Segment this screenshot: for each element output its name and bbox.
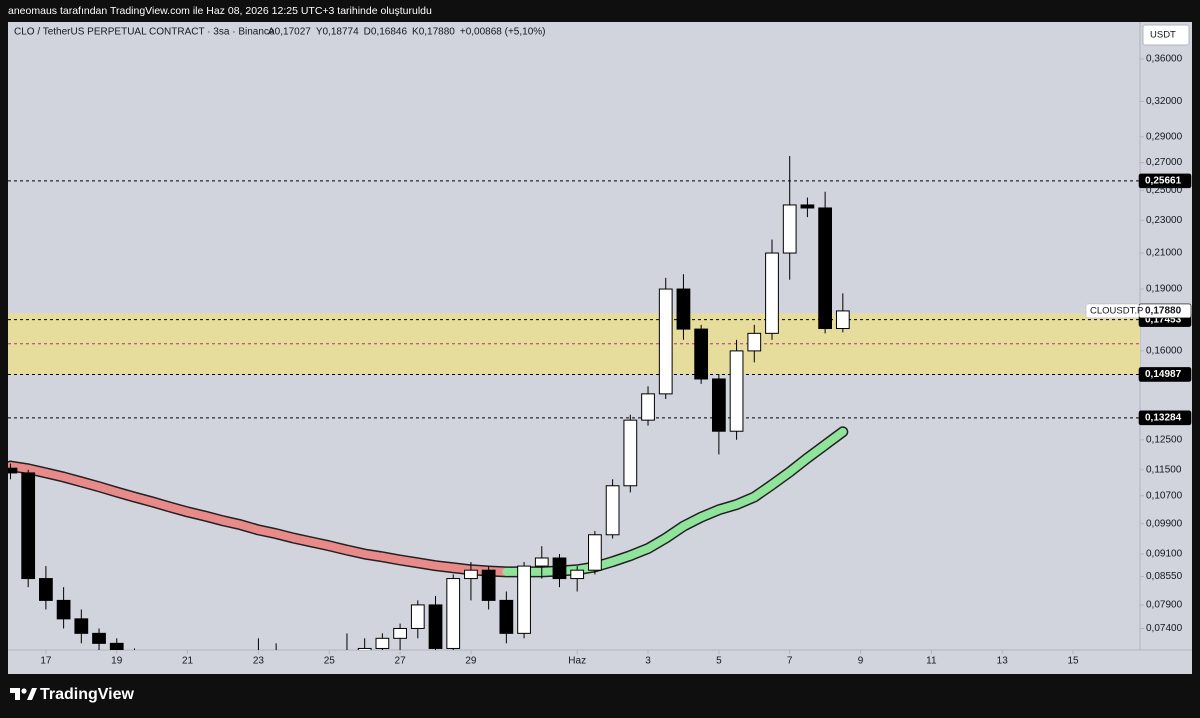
candle-body [92,632,106,644]
candle-body [729,350,744,432]
watermark: aneomaus tarafından TradingView.com ile … [8,5,432,17]
candle-body [499,599,514,634]
candle-body [641,393,655,421]
candle-body [552,557,567,580]
candle-body [39,578,53,601]
x-tick-label: 11 [926,656,937,667]
y-tick-label: 0,08550 [1146,571,1183,582]
candle-body [109,642,124,650]
ohlc-readout: D0,16846 [364,27,408,38]
currency-box[interactable] [1142,24,1190,46]
candle-body [21,472,36,580]
y-tick-label: 0,16000 [1146,346,1183,357]
ohlc-readout: A0,17027 [268,27,311,38]
ohlc-readout: +0,00868 (+5,10%) [460,27,546,38]
symbol-label-box [1085,303,1140,319]
y-tick-label: 0,10700 [1146,490,1183,501]
x-tick-label: 3 [645,656,651,667]
y-tick-label: 0,09900 [1146,518,1183,529]
candle-body [8,467,18,474]
overlay: 0,25661 0,17453 0,14987 0,13284 0,17880CLOUS… [1085,173,1192,426]
ohlc-readout: Y0,18774 [316,27,359,38]
price-label-box [1138,173,1192,189]
y-tick-label: 0,23000 [1146,215,1183,226]
y-tick-label: 0,27000 [1146,157,1183,168]
x-tick-label: 9 [858,656,864,667]
ohlc-readout: K0,17880 [412,27,455,38]
y-tick-label: 0,19000 [1146,284,1183,295]
x-tick-label: 13 [997,656,1009,667]
candle-body [534,557,549,567]
price-label: 0,13284 [1145,413,1182,424]
candle-body [676,288,691,330]
candle-body [782,204,797,254]
candle-body [800,204,815,209]
candle-body [56,599,71,620]
candle-body [818,207,832,330]
brand-logo [10,688,37,700]
x-tick-label: 27 [395,656,407,667]
symbol-title: CLO / TetherUS PERPETUAL CONTRACT · 3sa … [14,27,275,38]
price-label: 0,17453 [1145,314,1182,325]
y-tick-label: 0,36000 [1146,54,1183,65]
y-tick-label: 0,21000 [1146,248,1183,259]
candle-body [658,288,673,395]
x-tick-label: 5 [716,656,722,667]
x-tick-label: Haz [568,656,586,667]
candle-body [464,569,478,580]
price-label: 0,25661 [1145,176,1182,187]
y-tick-label: 0,32000 [1146,96,1183,107]
x-tick-label: 23 [253,656,265,667]
candle-body [375,637,390,649]
symbol-label: CLOUSDT.P [1090,305,1143,316]
candle-body [623,419,638,487]
candle-body [588,534,602,571]
x-tick-label: 25 [324,656,336,667]
x-tick-label: 15 [1067,656,1079,667]
candle-body [747,332,762,352]
price-label: 0,14987 [1145,369,1182,380]
price-label-box [1138,367,1192,382]
y-tick-label: 0,29000 [1146,131,1183,142]
x-tick-label: 17 [40,656,52,667]
candle-body [570,569,585,580]
price-label-box [1138,410,1192,426]
candle-body [74,618,89,634]
x-tick-label: 29 [465,656,477,667]
brand: TradingView [40,686,135,703]
x-tick-label: 7 [787,656,793,667]
x-tick-label: 19 [111,656,123,667]
candle-body [393,627,407,639]
y-tick-label: 0,07400 [1146,623,1183,634]
candle-body [605,485,620,536]
candle-body [517,565,531,634]
candle-body [711,378,726,432]
price-label: 0,17880 [1145,306,1182,317]
candle-body [694,328,709,380]
ma-segment [821,427,847,449]
y-tick-label: 0,25000 [1146,185,1183,196]
y-tick-label: 0,11500 [1146,464,1182,475]
candle-body [481,569,496,601]
candle-body [835,310,850,330]
candle-body [446,578,461,649]
y-tick-label: 0,12500 [1146,434,1183,445]
candle-body [765,252,779,334]
x-tick-label: 21 [182,656,194,667]
candle-body [428,604,443,649]
candle-body [410,604,425,629]
y-tick-label: 0,09100 [1146,549,1183,560]
currency: USDT [1150,30,1176,41]
plot-area [8,155,1140,650]
y-tick-label: 0,07900 [1146,600,1183,611]
candle-body [357,647,372,650]
